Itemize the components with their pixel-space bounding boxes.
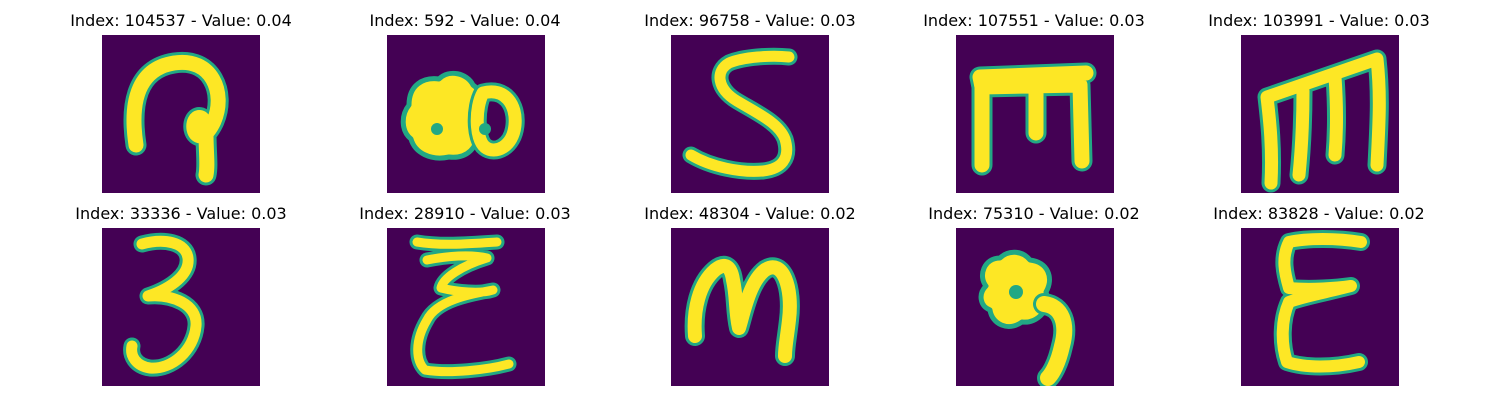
panel-title: Index: 28910 - Value: 0.03 — [359, 204, 571, 223]
glyph-stroke — [412, 237, 514, 377]
glyph-stroke — [972, 65, 1094, 173]
panel-title: Index: 104537 - Value: 0.04 — [70, 11, 292, 30]
glyph-canvas — [102, 35, 260, 193]
panel-image — [1241, 228, 1399, 386]
glyph-stroke — [1276, 233, 1367, 373]
glyph-hole — [431, 123, 443, 135]
panel-title: Index: 96758 - Value: 0.03 — [644, 11, 856, 30]
glyph-stroke — [126, 235, 202, 374]
panel-image — [671, 228, 829, 386]
glyph-stroke — [687, 258, 797, 363]
panel-image — [671, 35, 829, 193]
panel-image — [102, 35, 260, 193]
glyph-stroke — [685, 50, 795, 177]
glyph-stroke — [1260, 52, 1386, 190]
glyph-canvas — [102, 228, 260, 386]
panel-title: Index: 592 - Value: 0.04 — [369, 11, 561, 30]
glyph-stroke — [470, 85, 522, 157]
panel-image — [102, 228, 260, 386]
panel-image — [387, 228, 545, 386]
glyph-stroke — [126, 54, 226, 183]
glyph-canvas — [956, 35, 1114, 193]
glyph-canvas — [387, 35, 545, 193]
panel-title: Index: 75310 - Value: 0.02 — [928, 204, 1140, 223]
glyph-canvas — [1241, 228, 1399, 386]
glyph-stroke — [1036, 296, 1073, 386]
glyph-hole — [1009, 285, 1023, 299]
glyph-canvas — [671, 228, 829, 386]
panel-image — [956, 35, 1114, 193]
glyph-canvas — [1241, 35, 1399, 193]
glyph-canvas — [387, 228, 545, 386]
panel-image — [1241, 35, 1399, 193]
glyph-canvas — [671, 35, 829, 193]
panel-image — [956, 228, 1114, 386]
panel-title: Index: 103991 - Value: 0.03 — [1208, 11, 1430, 30]
glyph-hole — [479, 123, 491, 135]
panel-title: Index: 48304 - Value: 0.02 — [644, 204, 856, 223]
panel-title: Index: 107551 - Value: 0.03 — [923, 11, 1145, 30]
panel-title: Index: 33336 - Value: 0.03 — [75, 204, 287, 223]
panel-title: Index: 83828 - Value: 0.02 — [1213, 204, 1425, 223]
glyph-canvas — [956, 228, 1114, 386]
panel-image — [387, 35, 545, 193]
